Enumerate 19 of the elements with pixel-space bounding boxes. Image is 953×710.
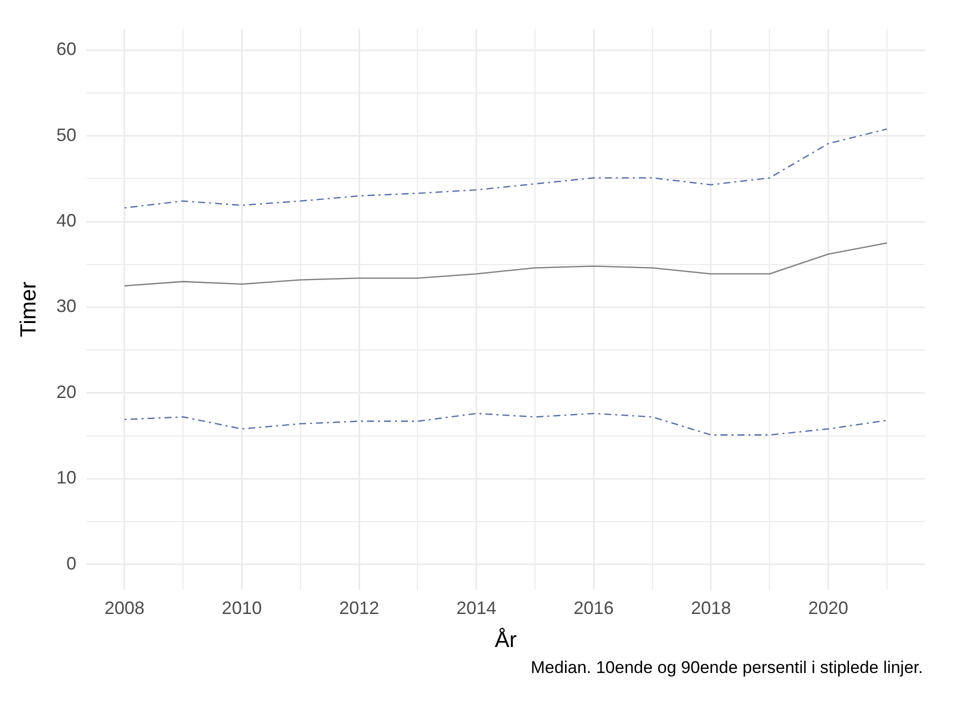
y-tick-label: 40 [56, 210, 76, 231]
x-axis-title: År [494, 626, 517, 652]
x-tick-label: 2014 [456, 598, 496, 618]
y-tick-label: 20 [56, 382, 76, 402]
line-series [124, 128, 888, 209]
text: Median. 10ende og 90ende persentil i stiplede linjer. [530, 658, 924, 678]
y-tick-label: 0 [66, 553, 76, 574]
x-tick-label: 2010 [222, 598, 262, 618]
x-tick-label: 2016 [574, 598, 614, 618]
y-tick-label: 50 [56, 124, 76, 145]
y-tick-label: 60 [56, 39, 76, 60]
x-tick-label: 2008 [104, 598, 145, 618]
y-tick-label: 10 [56, 468, 76, 488]
x-tick-label: 2020 [808, 598, 848, 618]
y-axis-title: Timer [15, 282, 40, 338]
line-series [124, 412, 888, 436]
y-tick-label: 30 [56, 296, 76, 316]
x-tick-label: 2012 [339, 598, 380, 618]
x-tick-label: 2018 [690, 598, 731, 618]
